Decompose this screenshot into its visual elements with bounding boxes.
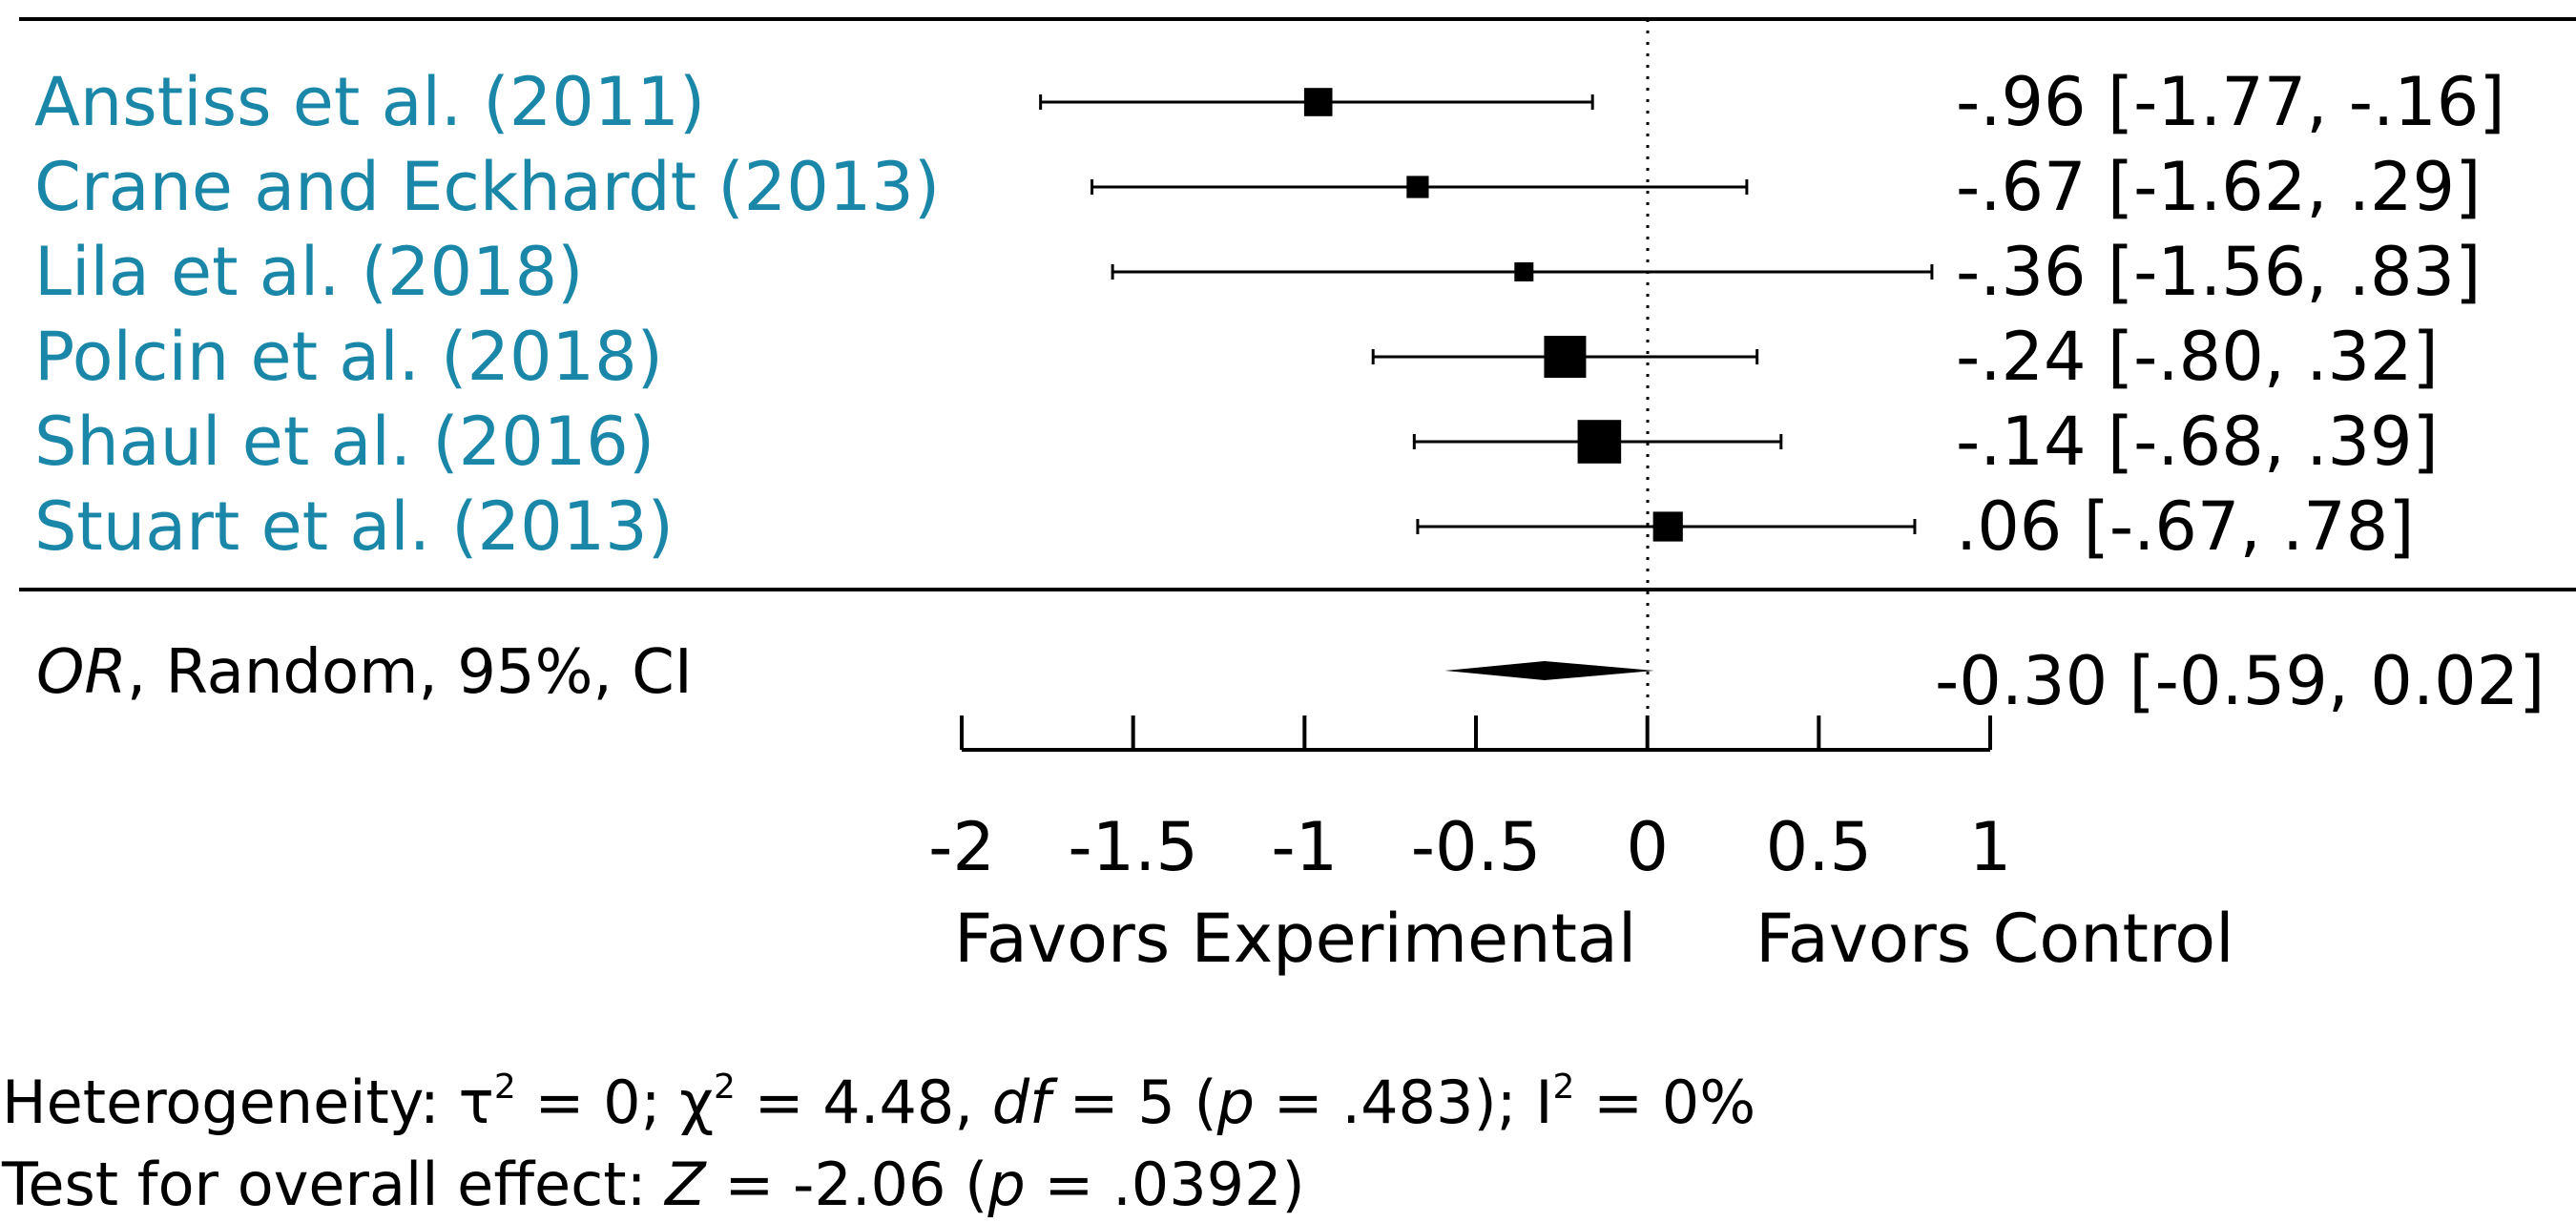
het-tau-sup: 2 <box>494 1068 516 1107</box>
x-axis-tick-label: -0.5 <box>1411 808 1542 886</box>
study-ci-text: -.67 [-1.62, .29] <box>1956 148 2481 226</box>
x-axis-tick-label: -2 <box>928 808 995 886</box>
x-axis-tick-label: -1.5 <box>1068 808 1198 886</box>
overall-p-label: p <box>987 1150 1025 1219</box>
study-row: Lila et al. (2018) -.36 [-1.56, .83] <box>34 233 2481 311</box>
study-row: Polcin et al. (2018) -.24 [-.80, .32] <box>34 318 2439 396</box>
x-axis: -2 -1.5 -1 -0.5 0 0.5 1 <box>928 715 2011 886</box>
study-row: Stuart et al. (2013) .06 [-.67, .78] <box>34 487 2415 566</box>
study-label: Anstiss et al. (2011) <box>34 63 705 141</box>
pooled-diamond <box>1444 661 1654 680</box>
heterogeneity-text: Heterogeneity: τ2 = 0; χ2 = 4.48, df = 5… <box>2 1068 1755 1137</box>
overall-p-value: = .0392) <box>1026 1150 1305 1219</box>
study-ci-text: -.96 [-1.77, -.16] <box>1956 63 2505 141</box>
study-rows: Anstiss et al. (2011) -.96 [-1.77, -.16]C… <box>34 63 2505 566</box>
overall-z-label: Z <box>663 1150 707 1219</box>
pooled-ci-text: -0.30 [-0.59, 0.02] <box>1935 642 2545 720</box>
het-i2-sup: 2 <box>1553 1068 1575 1107</box>
overall-z-value: = -2.06 ( <box>706 1150 988 1219</box>
het-df-value: = 5 ( <box>1050 1068 1217 1137</box>
favors-control-label: Favors Control <box>1755 900 2234 978</box>
study-row: Anstiss et al. (2011) -.96 [-1.77, -.16] <box>34 63 2505 141</box>
study-point-marker <box>1544 336 1587 378</box>
x-axis-tick-label: 0.5 <box>1766 808 1872 886</box>
study-label: Crane and Eckhardt (2013) <box>34 148 940 226</box>
pooled-label: OR, Random, 95%, CI <box>36 637 693 708</box>
study-row: Crane and Eckhardt (2013) -.67 [-1.62, .2… <box>34 148 2481 226</box>
pooled-label-rest: , Random, 95%, CI <box>127 637 693 708</box>
het-chi-value: = 4.48, <box>736 1068 992 1137</box>
study-ci-text: -.24 [-.80, .32] <box>1956 318 2439 396</box>
het-tau-value: = 0; <box>516 1068 679 1137</box>
x-axis-tick-label: 1 <box>1969 808 2012 886</box>
het-prefix: Heterogeneity: <box>2 1068 459 1137</box>
study-point-marker <box>1406 176 1429 198</box>
study-point-marker <box>1303 88 1333 116</box>
study-ci-text: -.36 [-1.56, .83] <box>1956 233 2481 311</box>
study-ci-text: -.14 [-.68, .39] <box>1956 403 2439 481</box>
study-label: Polcin et al. (2018) <box>34 318 663 396</box>
overall-effect-text: Test for overall effect: Z = -2.06 (p = … <box>1 1150 1305 1219</box>
het-p-label: p <box>1216 1068 1255 1137</box>
study-ci-text: .06 [-.67, .78] <box>1956 487 2415 566</box>
study-point-marker <box>1577 420 1622 464</box>
pooled-label-italic: OR <box>36 637 127 708</box>
het-tau: τ <box>459 1068 494 1137</box>
x-axis-tick-label: -1 <box>1271 808 1338 886</box>
study-point-marker <box>1514 262 1534 281</box>
study-point-marker <box>1652 511 1683 542</box>
study-label: Shaul et al. (2016) <box>34 403 654 481</box>
het-chi: χ <box>679 1068 714 1137</box>
overall-prefix: Test for overall effect: <box>1 1150 665 1219</box>
study-label: Lila et al. (2018) <box>34 233 583 311</box>
study-row: Shaul et al. (2016) -.14 [-.68, .39] <box>34 403 2439 481</box>
het-p-value: = .483); I <box>1255 1068 1552 1137</box>
het-chi-sup: 2 <box>714 1068 736 1107</box>
favors-experimental-label: Favors Experimental <box>954 900 1636 978</box>
het-df-label: df <box>992 1068 1058 1137</box>
het-i2-value: = 0% <box>1574 1068 1755 1137</box>
x-axis-tick-label: 0 <box>1626 808 1669 886</box>
study-label: Stuart et al. (2013) <box>34 487 674 566</box>
